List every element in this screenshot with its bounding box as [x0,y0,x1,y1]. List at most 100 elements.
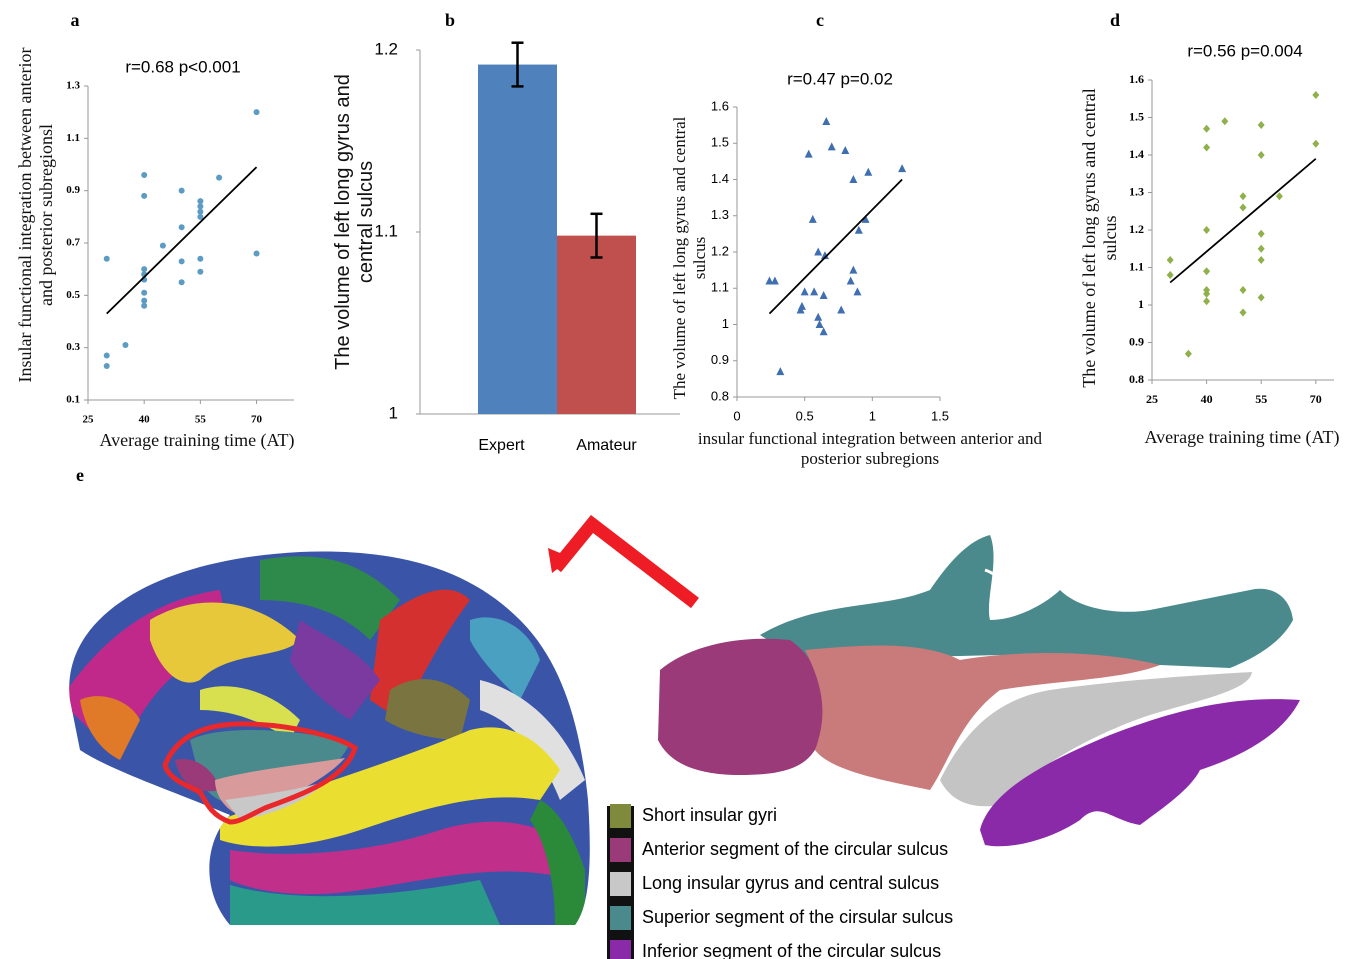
point [122,342,128,348]
point [216,175,222,181]
point [254,109,260,115]
y-tick-label: 1.5 [711,135,729,150]
y-tick-label: 1.6 [711,98,729,113]
legend-label: Inferior segment of the circular sulcus [642,941,941,959]
point [104,363,110,369]
point [160,243,166,249]
point [1258,151,1265,159]
panel-label: d [1110,10,1120,30]
x-tick-label: 40 [139,414,151,426]
y-tick-label: 1 [722,316,729,331]
point [816,320,824,328]
point [849,266,857,274]
y-tick-label: 1.3 [711,207,729,222]
x-tick-label: 70 [1310,392,1322,406]
insula-illustration [658,535,1300,846]
y-tick-label: 1.6 [1129,72,1144,86]
y-tick-label: 0.9 [66,184,80,196]
legend-swatch [610,838,631,862]
panel-label: e [76,465,84,485]
x-tick-label: 55 [1255,392,1267,406]
x-axis-label: insular functional integration between a… [680,429,1060,469]
point [822,117,830,125]
x-tick-label: 0.5 [796,408,814,423]
y-tick-label: 1 [389,403,398,422]
point [1185,350,1192,358]
point [1312,91,1319,99]
point [801,287,809,295]
point [141,172,147,178]
brain-illustration [60,540,600,940]
y-tick-label: 1.2 [374,39,398,58]
point [814,248,822,256]
point [197,269,203,275]
y-tick-label: 1.1 [711,280,729,295]
point [828,142,836,150]
point [820,291,828,299]
point [1203,125,1210,133]
point [1258,121,1265,129]
trendline [1170,159,1316,283]
x-tick-label: Amateur [576,437,637,454]
trendline [769,180,902,314]
point [809,215,817,223]
x-tick-label: 40 [1201,392,1213,406]
y-tick-label: 1.3 [1129,184,1144,198]
point [771,277,779,285]
x-tick-label: 25 [83,414,95,426]
y-tick-label: 1.1 [66,132,80,144]
x-tick-label: 1 [869,408,876,423]
y-tick-label: 0.3 [66,341,80,353]
y-tick-label: 1.4 [711,171,729,186]
figure: ar=0.68 p<0.0010.10.30.50.70.91.11.32540… [0,0,1354,959]
point [1203,226,1210,234]
panel-label: a [71,10,80,30]
arrow [556,524,695,603]
y-tick-label: 1.4 [1129,147,1144,161]
point [810,287,818,295]
point [837,306,845,314]
x-tick-label: 55 [195,414,207,426]
x-axis-label: Average training time (AT) [47,430,347,451]
point [1203,267,1210,275]
y-tick-label: 0.8 [1129,372,1144,386]
point [1276,192,1283,200]
point [197,256,203,262]
point [1240,192,1247,200]
y-tick-label: 1.3 [66,80,80,92]
point [864,168,872,176]
point [1221,117,1228,125]
bar [557,236,636,414]
point [141,303,147,309]
point [141,193,147,199]
annotation: r=0.56 p=0.004 [1187,41,1302,60]
y-tick-label: 0.7 [66,237,80,249]
point [197,209,203,215]
legend-swatch [610,804,631,828]
bar [478,65,557,414]
point [776,367,784,375]
x-tick-label: 0 [733,408,740,423]
point [141,298,147,304]
annotation: r=0.47 p=0.02 [787,69,893,88]
legend-swatch [610,906,631,930]
panel-label: b [445,10,455,30]
point [1312,140,1319,148]
legend-label: Short insular gyri [642,805,777,825]
legend-swatch [610,940,631,959]
point [1240,286,1247,294]
y-tick-label: 1.5 [1129,109,1144,123]
point [849,175,857,183]
y-tick-label: 0.5 [66,289,80,301]
y-tick-label: 1 [1138,297,1144,311]
y-axis-label: The volume of left long gyrus and centra… [670,98,710,418]
legend-swatch [610,872,631,896]
point [104,256,110,262]
x-tick-label: Expert [478,437,525,454]
y-tick-label: 1.2 [711,243,729,258]
y-tick-label: 1.2 [1129,222,1144,236]
legend-label: Superior segment of the cirsular sulcus [642,907,953,927]
point [1203,297,1210,305]
point [841,146,849,154]
x-tick-label: 25 [1146,392,1158,406]
